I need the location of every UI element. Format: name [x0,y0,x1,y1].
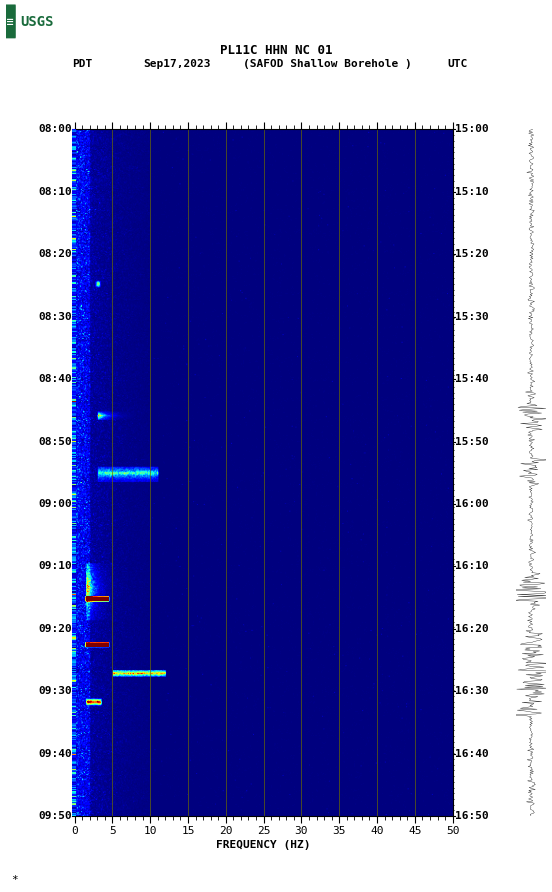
Text: 16:00: 16:00 [455,499,489,509]
Text: *: * [11,875,18,885]
Text: USGS: USGS [20,14,54,29]
Text: 16:20: 16:20 [455,624,489,634]
Text: 09:20: 09:20 [38,624,72,634]
Text: 15:40: 15:40 [455,374,489,384]
Text: 15:50: 15:50 [455,436,489,447]
Text: 16:50: 16:50 [455,811,489,822]
Text: 15:30: 15:30 [455,311,489,322]
Text: 15:00: 15:00 [455,124,489,135]
Text: 08:00: 08:00 [38,124,72,135]
Text: PDT: PDT [72,59,92,69]
Text: 08:20: 08:20 [38,249,72,260]
Text: 15:20: 15:20 [455,249,489,260]
X-axis label: FREQUENCY (HZ): FREQUENCY (HZ) [216,840,311,850]
Text: 08:10: 08:10 [38,186,72,197]
Text: 16:10: 16:10 [455,561,489,572]
Text: 09:40: 09:40 [38,748,72,759]
Text: 09:00: 09:00 [38,499,72,509]
Text: 09:50: 09:50 [38,811,72,822]
Text: 09:30: 09:30 [38,686,72,697]
Text: ≡: ≡ [7,17,14,27]
Text: UTC: UTC [447,59,468,69]
FancyBboxPatch shape [5,4,16,38]
Text: 08:50: 08:50 [38,436,72,447]
Text: (SAFOD Shallow Borehole ): (SAFOD Shallow Borehole ) [243,59,412,69]
Text: 09:10: 09:10 [38,561,72,572]
Text: 08:40: 08:40 [38,374,72,384]
Text: 08:30: 08:30 [38,311,72,322]
Text: 15:10: 15:10 [455,186,489,197]
Text: 16:40: 16:40 [455,748,489,759]
Text: Sep17,2023: Sep17,2023 [144,59,211,69]
Text: 16:30: 16:30 [455,686,489,697]
Text: PL11C HHN NC 01: PL11C HHN NC 01 [220,44,332,56]
